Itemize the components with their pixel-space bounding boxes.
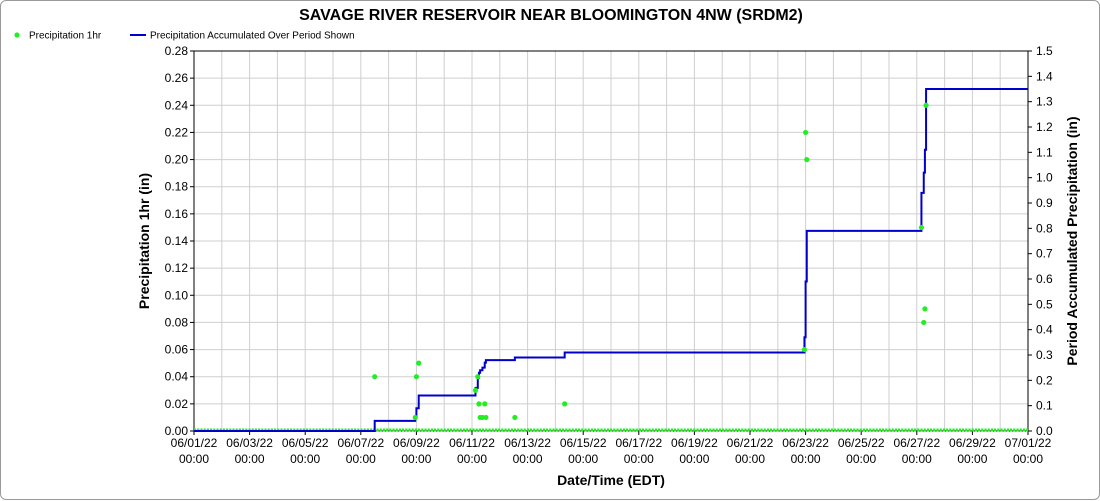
y-tick-label: 0.20 — [165, 153, 189, 167]
x-tick-label-time: 00:00 — [624, 452, 654, 466]
y-axis-title-right: Period Accumulated Precipitation (in) — [1064, 116, 1080, 365]
y2-tick-label: 0.7 — [1036, 247, 1053, 261]
grid — [193, 50, 1029, 432]
y-tick-label: 0.24 — [165, 98, 189, 112]
y-tick-label: 0.16 — [165, 207, 189, 221]
x-tick-label-date: 06/11/22 — [449, 436, 495, 450]
x-tick-label-date: 07/01/22 — [1005, 436, 1052, 450]
x-tick-label-time: 00:00 — [401, 452, 431, 466]
precip-1hr-point — [416, 360, 422, 366]
series-layer — [194, 88, 1028, 432]
y2-tick-label: 1.3 — [1036, 95, 1053, 109]
x-tick-label-date: 06/01/22 — [171, 436, 218, 450]
x-tick-label-date: 06/27/22 — [893, 436, 940, 450]
precip-1hr-point — [922, 306, 928, 312]
x-tick-label-date: 06/15/22 — [560, 436, 607, 450]
x-tick-label-date: 06/13/22 — [504, 436, 551, 450]
y-axis-right: 0.0 0.1 0.2 0.3 0.4 0.5 0.6 0.7 0.8 0.9 1.0 1.1 1.2 1… — [1028, 44, 1053, 438]
precip-1hr-point — [921, 319, 927, 326]
precip-1hr-point — [475, 374, 481, 380]
y2-tick-label: 1.5 — [1036, 44, 1053, 58]
precip-1hr-point — [472, 387, 479, 393]
y2-tick-label: 0.5 — [1036, 297, 1053, 311]
y-tick-label: 0.08 — [165, 315, 189, 329]
y-tick-label: 0.06 — [165, 343, 189, 357]
y-tick-label: 0.18 — [165, 180, 189, 194]
x-tick-label-time: 00:00 — [846, 452, 876, 466]
x-tick-label-date: 06/25/22 — [838, 436, 885, 450]
precip-1hr-point — [412, 414, 418, 421]
y-tick-label: 0.04 — [165, 370, 189, 384]
x-tick-label-date: 06/29/22 — [949, 436, 996, 450]
y2-tick-label: 1.0 — [1036, 171, 1053, 185]
y-tick-label: 0.12 — [165, 261, 189, 275]
x-tick-label-time: 00:00 — [679, 452, 709, 466]
y-tick-label: 0.26 — [165, 71, 189, 85]
y-tick-label: 0.14 — [165, 234, 189, 248]
y2-tick-label: 0.2 — [1036, 373, 1053, 387]
accumulated-precip-line — [194, 88, 1028, 432]
y2-tick-label: 1.2 — [1036, 120, 1053, 134]
x-tick-label-time: 00:00 — [513, 452, 543, 466]
y-tick-label: 0.02 — [165, 397, 189, 411]
x-axis-title: Date/Time (EDT) — [557, 472, 665, 488]
y2-tick-label: 0.8 — [1036, 221, 1053, 235]
y2-tick-label: 1.1 — [1036, 145, 1053, 159]
precip-1hr-point — [372, 374, 378, 380]
precip-1hr-point — [918, 224, 925, 231]
x-tick-label-date: 06/07/22 — [337, 436, 384, 450]
y2-tick-label: 0.0 — [1036, 424, 1053, 438]
x-tick-label-time: 00:00 — [735, 452, 765, 466]
y-tick-label: 0.10 — [165, 288, 189, 302]
y-axis-title-left: Precipitation 1hr (in) — [136, 173, 152, 309]
x-tick-label-time: 00:00 — [290, 452, 320, 466]
x-axis: 06/01/22 00:00 06/03/22 00:00 06/05/22 00:00 0… — [171, 431, 1052, 466]
precip-1hr-point — [483, 414, 489, 421]
y-tick-label: 0.00 — [165, 424, 189, 438]
precip-1hr-point — [512, 414, 518, 421]
x-tick-label-date: 06/17/22 — [615, 436, 662, 450]
precip-1hr-point — [801, 346, 808, 353]
precip-1hr-point — [803, 129, 809, 136]
x-tick-label-date: 06/21/22 — [727, 436, 774, 450]
y2-tick-label: 0.6 — [1036, 272, 1053, 286]
x-tick-label-date: 06/03/22 — [226, 436, 273, 450]
x-tick-label-time: 00:00 — [902, 452, 932, 466]
legend: Precipitation 1hr Precipitation Accumula… — [14, 31, 355, 42]
chart-title: SAVAGE RIVER RESERVOIR NEAR BLOOMINGTON … — [299, 7, 803, 24]
precip-1hr-point — [804, 156, 810, 163]
y-axis-left: 0.00 0.02 0.04 0.06 0.08 0.10 0.12 0.14 0.16 0.18… — [165, 44, 194, 438]
precip-1hr-point — [482, 401, 488, 407]
precip-1hr-point — [476, 401, 482, 407]
x-tick-label-date: 06/23/22 — [782, 436, 829, 450]
x-tick-label-time: 00:00 — [235, 452, 265, 466]
precip-1hr-point — [562, 401, 568, 407]
precip-1hr-point — [923, 102, 929, 108]
x-tick-label-time: 00:00 — [568, 452, 598, 466]
x-tick-label-time: 00:00 — [1013, 452, 1043, 466]
y-tick-label: 0.22 — [165, 125, 189, 139]
x-tick-label-time: 00:00 — [457, 452, 487, 466]
y2-tick-label: 0.3 — [1036, 348, 1053, 362]
y2-tick-label: 0.1 — [1036, 399, 1053, 413]
x-tick-label-time: 00:00 — [179, 452, 209, 466]
y2-tick-label: 1.4 — [1036, 69, 1053, 83]
legend-label-precip-1hr: Precipitation 1hr — [29, 31, 102, 42]
legend-label-accumulated: Precipitation Accumulated Over Period Sh… — [150, 31, 355, 42]
y2-tick-label: 0.9 — [1036, 196, 1053, 210]
x-tick-label-time: 00:00 — [346, 452, 376, 466]
x-tick-label-date: 06/19/22 — [671, 436, 718, 450]
precip-1hr-point — [413, 374, 419, 380]
y-tick-label: 0.28 — [165, 44, 189, 58]
legend-marker-precip-1hr — [14, 32, 20, 38]
x-tick-label-date: 06/05/22 — [282, 436, 329, 450]
x-tick-label-date: 06/09/22 — [393, 436, 440, 450]
x-tick-label-time: 00:00 — [791, 452, 821, 466]
x-tick-label-time: 00:00 — [957, 452, 987, 466]
y2-tick-label: 0.4 — [1036, 323, 1053, 337]
